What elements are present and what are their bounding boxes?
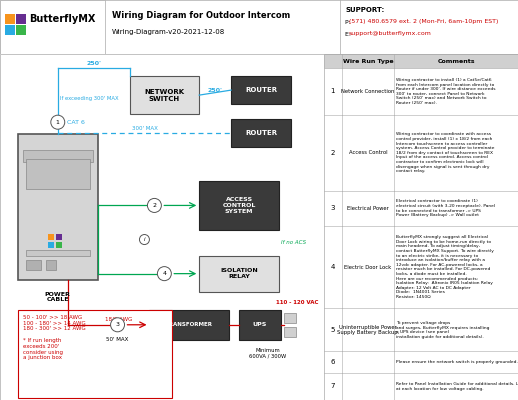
Circle shape: [139, 234, 149, 244]
Bar: [46, 260, 56, 270]
Bar: [239, 310, 281, 340]
Text: Wiring-Diagram-v20-2021-12-08: Wiring-Diagram-v20-2021-12-08: [112, 29, 225, 35]
Text: If no ACS: If no ACS: [281, 240, 306, 245]
Text: CAT 6: CAT 6: [67, 120, 84, 125]
Text: support@butterflymx.com: support@butterflymx.com: [349, 32, 432, 36]
Bar: [130, 76, 199, 114]
Circle shape: [157, 267, 171, 281]
Text: 5: 5: [330, 327, 335, 333]
Text: 2: 2: [330, 150, 335, 156]
Text: Wiring contractor to coordinate with access
control provider, install (1) x 18/2: Wiring contractor to coordinate with acc…: [396, 132, 495, 173]
Text: SUPPORT:: SUPPORT:: [345, 7, 384, 13]
Text: Access Control: Access Control: [349, 150, 387, 155]
Text: ButterflyMX strongly suggest all Electrical
Door Lock wiring to be home-run dire: ButterflyMX strongly suggest all Electri…: [396, 235, 494, 299]
Text: Uninterruptible Power
Supply Battery Backup.: Uninterruptible Power Supply Battery Bac…: [337, 324, 399, 335]
Bar: [26, 159, 90, 189]
Text: E:: E:: [345, 32, 353, 36]
Bar: [26, 250, 90, 256]
Text: Electric Door Lock: Electric Door Lock: [344, 265, 392, 270]
Text: POWER
CABLE: POWER CABLE: [45, 292, 71, 302]
Text: Electrical Power: Electrical Power: [347, 206, 389, 211]
Text: i: i: [143, 237, 145, 242]
Circle shape: [51, 115, 65, 129]
Text: 18/2 AWG: 18/2 AWG: [105, 317, 132, 322]
Bar: [26, 260, 41, 270]
Text: 4: 4: [330, 264, 335, 270]
Bar: [199, 256, 279, 292]
Text: 3: 3: [330, 205, 335, 211]
Text: ROUTER: ROUTER: [245, 130, 277, 136]
Bar: [231, 119, 291, 147]
Bar: [5, 14, 15, 24]
Text: 50 - 100' >> 18 AWG
100 - 180' >> 14 AWG
180 - 300' >> 12 AWG

* If run length
e: 50 - 100' >> 18 AWG 100 - 180' >> 14 AWG…: [23, 315, 85, 360]
Bar: [284, 327, 296, 337]
Text: Minimum
600VA / 300W: Minimum 600VA / 300W: [249, 348, 286, 359]
Text: TRANSFORMER: TRANSFORMER: [166, 322, 213, 327]
Circle shape: [148, 198, 162, 212]
Bar: [231, 76, 291, 104]
Bar: [284, 313, 296, 323]
Text: 250': 250': [208, 88, 223, 93]
Bar: [16, 25, 26, 35]
Text: 7: 7: [330, 383, 335, 389]
Text: P:: P:: [345, 20, 353, 24]
Text: NETWORK
SWITCH: NETWORK SWITCH: [145, 89, 184, 102]
Text: 6: 6: [330, 359, 335, 365]
Circle shape: [110, 318, 124, 332]
Bar: [0, 0, 105, 54]
Bar: [16, 14, 26, 24]
Text: ROUTER: ROUTER: [245, 87, 277, 93]
Text: 2: 2: [152, 203, 156, 208]
Text: Comments: Comments: [437, 58, 475, 64]
Text: Electrical contractor to coordinate (1)
electrical circuit (with 3-20 receptacle: Electrical contractor to coordinate (1) …: [396, 199, 495, 217]
Bar: [48, 242, 54, 248]
Text: Please ensure the network switch is properly grounded.: Please ensure the network switch is prop…: [396, 360, 518, 364]
Bar: [5, 25, 15, 35]
Bar: [56, 242, 62, 248]
Text: ACCESS
CONTROL
SYSTEM: ACCESS CONTROL SYSTEM: [222, 197, 256, 214]
Text: Refer to Panel Installation Guide for additional details. Leave 6' service loop
: Refer to Panel Installation Guide for ad…: [396, 382, 518, 391]
Text: 110 - 120 VAC: 110 - 120 VAC: [276, 300, 318, 305]
Bar: [199, 181, 279, 230]
Text: 4: 4: [162, 271, 166, 276]
Text: ISOLATION
RELAY: ISOLATION RELAY: [220, 268, 258, 279]
Bar: [149, 310, 229, 340]
Text: If exceeding 300' MAX: If exceeding 300' MAX: [60, 96, 119, 101]
Text: 300' MAX: 300' MAX: [132, 126, 157, 131]
Text: ButterflyMX: ButterflyMX: [29, 14, 95, 24]
Text: Network Connection: Network Connection: [341, 89, 395, 94]
Text: To prevent voltage drops
and surges, ButterflyMX requires installing
a UPS devic: To prevent voltage drops and surges, But…: [396, 321, 490, 339]
Text: 1: 1: [56, 120, 60, 125]
Text: Wiring contractor to install (1) a Cat5e/Cat6
from each Intercom panel location : Wiring contractor to install (1) a Cat5e…: [396, 78, 496, 105]
Text: Wiring Diagram for Outdoor Intercom: Wiring Diagram for Outdoor Intercom: [112, 12, 290, 20]
Text: Wire Run Type: Wire Run Type: [343, 58, 393, 64]
Text: 1: 1: [330, 88, 335, 94]
Text: UPS: UPS: [253, 322, 267, 327]
Bar: [56, 234, 62, 240]
Bar: [18, 134, 97, 280]
Bar: [324, 54, 518, 68]
Text: 3: 3: [116, 322, 120, 327]
Text: (571) 480.6579 ext. 2 (Mon-Fri, 6am-10pm EST): (571) 480.6579 ext. 2 (Mon-Fri, 6am-10pm…: [349, 20, 498, 24]
Bar: [23, 150, 93, 162]
Text: 50' MAX: 50' MAX: [106, 337, 129, 342]
Bar: [48, 234, 54, 240]
Bar: [18, 310, 172, 398]
Text: 250': 250': [86, 61, 101, 66]
